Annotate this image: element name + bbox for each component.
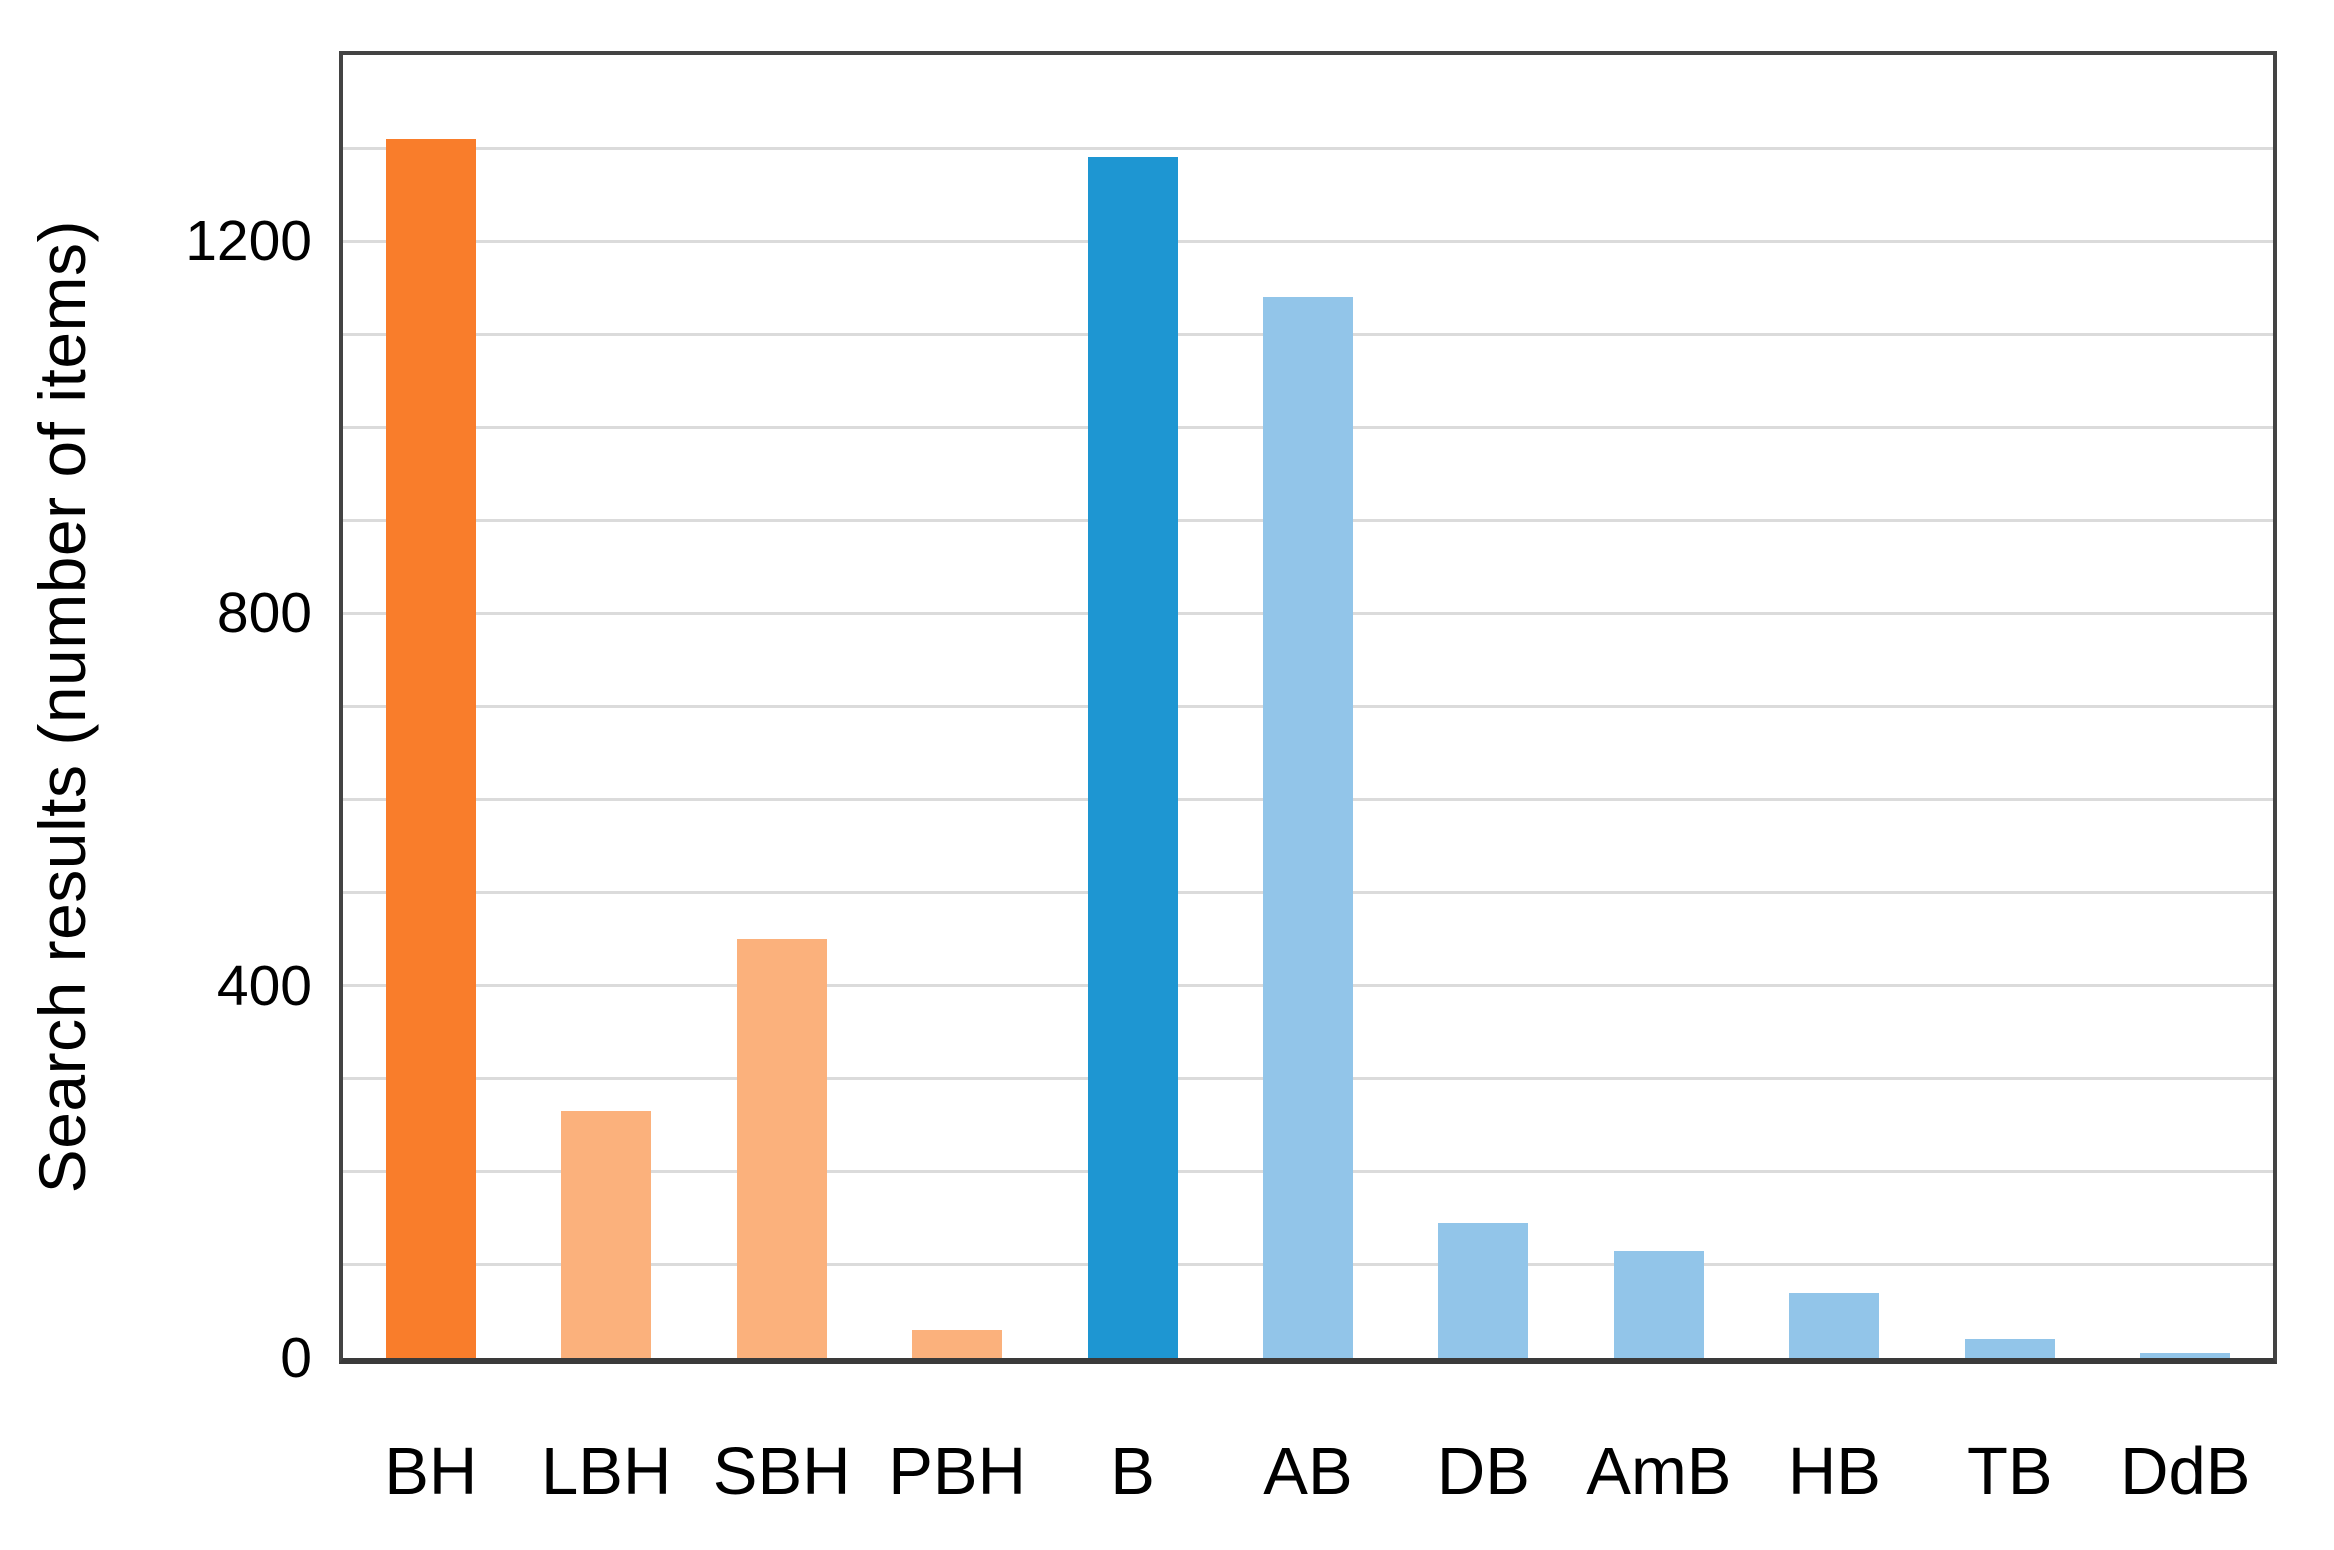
x-axis-labels: BH LBH SBH PBH B AB DB AmB HB TB DdB — [343, 1432, 2273, 1512]
x-tick-label-DdB: DdB — [2120, 1434, 2251, 1509]
bar-slot-B — [1045, 55, 1220, 1358]
gridline-1200 — [343, 239, 2273, 243]
bar-HB — [1789, 1292, 1880, 1358]
bar-slot-LBH — [518, 55, 693, 1358]
plot-area — [339, 51, 2277, 1364]
x-tick-label-BH: BH — [384, 1434, 478, 1509]
x-tick-label-HB: HB — [1787, 1434, 1881, 1509]
bar-SBH — [736, 939, 827, 1358]
bar-slot-HB — [1747, 55, 1922, 1358]
bar-AmB — [1613, 1250, 1704, 1358]
bar-slot-AmB — [1571, 55, 1746, 1358]
bar-AB — [1262, 297, 1353, 1358]
gridline-1300 — [343, 146, 2273, 150]
y-tick-label-1200: 1200 — [185, 209, 312, 274]
x-tick-label-TB: TB — [1966, 1434, 2053, 1509]
bars-layer — [343, 55, 2273, 1358]
bar-slot-AB — [1220, 55, 1395, 1358]
bar-slot-SBH — [694, 55, 869, 1358]
y-axis-tick-labels: 0 400 800 1200 — [0, 0, 312, 1550]
bar-slot-DB — [1396, 55, 1571, 1358]
bar-BH — [385, 138, 476, 1358]
x-tick-label-AB: AB — [1263, 1434, 1353, 1509]
bar-slot-DdB — [2098, 55, 2273, 1358]
bar-B — [1087, 157, 1178, 1358]
x-tick-label-LBH: LBH — [541, 1434, 672, 1509]
y-tick-label-0: 0 — [280, 1326, 312, 1390]
bar-DdB — [2140, 1353, 2231, 1358]
x-tick-label-AmB: AmB — [1586, 1434, 1732, 1509]
x-tick-label-SBH: SBH — [712, 1434, 851, 1509]
x-tick-label-PBH: PBH — [888, 1434, 1026, 1509]
y-tick-label-400: 400 — [216, 953, 312, 1018]
bar-LBH — [561, 1111, 652, 1358]
y-tick-label-800: 800 — [216, 581, 312, 646]
bar-PBH — [912, 1330, 1003, 1358]
x-tick-label-DB: DB — [1436, 1434, 1530, 1509]
bar-slot-TB — [1922, 55, 2097, 1358]
x-tick-label-B: B — [1110, 1434, 1155, 1509]
bar-slot-PBH — [869, 55, 1044, 1358]
bar-slot-BH — [343, 55, 518, 1358]
bar-TB — [1964, 1339, 2055, 1358]
bar-DB — [1438, 1223, 1529, 1358]
